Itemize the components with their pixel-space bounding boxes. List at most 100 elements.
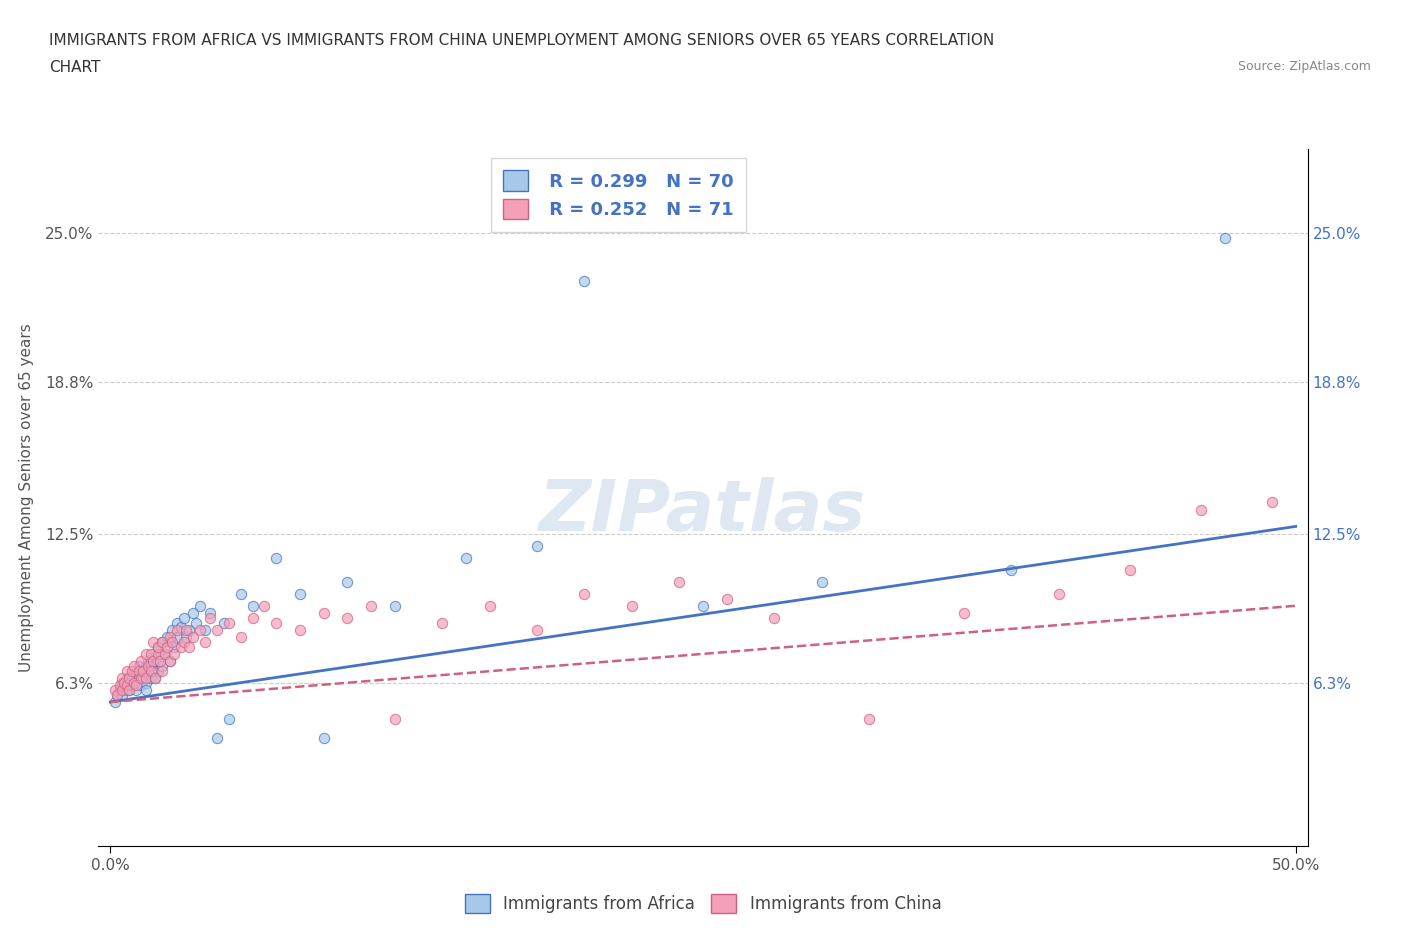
Point	[166, 615, 188, 630]
Point	[159, 654, 181, 669]
Point	[104, 695, 127, 710]
Point	[1000, 563, 1022, 578]
Point	[118, 683, 141, 698]
Point	[159, 654, 181, 669]
Point	[122, 658, 145, 673]
Point	[128, 658, 150, 673]
Point	[115, 663, 138, 678]
Point	[118, 675, 141, 690]
Point	[129, 678, 152, 693]
Point	[135, 646, 157, 661]
Point	[121, 663, 143, 678]
Point	[288, 586, 311, 601]
Point	[146, 663, 169, 678]
Point	[242, 610, 264, 625]
Point	[205, 731, 228, 746]
Point	[105, 687, 128, 702]
Point	[152, 634, 174, 649]
Point	[128, 671, 150, 685]
Point	[143, 671, 166, 685]
Point	[114, 675, 136, 690]
Point	[1261, 495, 1284, 510]
Point	[1213, 231, 1236, 246]
Point	[716, 591, 738, 606]
Point	[152, 663, 174, 678]
Point	[146, 646, 169, 661]
Point	[184, 615, 207, 630]
Point	[1119, 563, 1142, 578]
Point	[108, 683, 131, 698]
Point	[153, 646, 176, 661]
Point	[135, 683, 157, 698]
Point	[336, 610, 359, 625]
Point	[160, 622, 183, 637]
Point	[159, 634, 181, 649]
Point	[115, 683, 138, 698]
Point	[132, 663, 155, 678]
Point	[194, 622, 217, 637]
Point	[146, 654, 169, 669]
Legend: Immigrants from Africa, Immigrants from China: Immigrants from Africa, Immigrants from …	[456, 885, 950, 922]
Point	[104, 683, 127, 698]
Point	[139, 671, 162, 685]
Point	[114, 678, 136, 693]
Point	[810, 575, 832, 590]
Point	[312, 731, 335, 746]
Point	[129, 654, 152, 669]
Point	[858, 711, 880, 726]
Point	[163, 639, 186, 654]
Point	[170, 639, 193, 654]
Point	[198, 610, 221, 625]
Point	[264, 551, 287, 565]
Point	[111, 683, 134, 698]
Point	[218, 711, 240, 726]
Point	[194, 634, 217, 649]
Text: CHART: CHART	[49, 60, 101, 75]
Point	[229, 586, 252, 601]
Point	[111, 671, 134, 685]
Point	[149, 646, 172, 661]
Point	[229, 630, 252, 644]
Point	[135, 675, 157, 690]
Point	[149, 654, 172, 669]
Point	[177, 639, 200, 654]
Point	[118, 683, 141, 698]
Point	[288, 622, 311, 637]
Point	[152, 634, 174, 649]
Point	[312, 605, 335, 620]
Point	[198, 605, 221, 620]
Point	[384, 711, 406, 726]
Point	[163, 646, 186, 661]
Point	[763, 610, 786, 625]
Point	[668, 575, 690, 590]
Point	[129, 663, 152, 678]
Point	[122, 663, 145, 678]
Point	[153, 646, 176, 661]
Point	[143, 671, 166, 685]
Point	[160, 634, 183, 649]
Point	[478, 598, 501, 613]
Point	[135, 658, 157, 673]
Point	[574, 586, 596, 601]
Point	[142, 646, 165, 661]
Point	[336, 575, 359, 590]
Point	[121, 671, 143, 685]
Point	[264, 615, 287, 630]
Point	[115, 671, 138, 685]
Point	[111, 687, 134, 702]
Point	[139, 658, 162, 673]
Y-axis label: Unemployment Among Seniors over 65 years: Unemployment Among Seniors over 65 years	[20, 324, 34, 672]
Point	[181, 605, 204, 620]
Point	[142, 634, 165, 649]
Point	[128, 663, 150, 678]
Point	[432, 615, 454, 630]
Point	[205, 622, 228, 637]
Point	[384, 598, 406, 613]
Point	[181, 630, 204, 644]
Point	[360, 598, 382, 613]
Text: Source: ZipAtlas.com: Source: ZipAtlas.com	[1237, 60, 1371, 73]
Point	[125, 683, 148, 698]
Point	[122, 675, 145, 690]
Point	[146, 639, 169, 654]
Point	[118, 671, 141, 685]
